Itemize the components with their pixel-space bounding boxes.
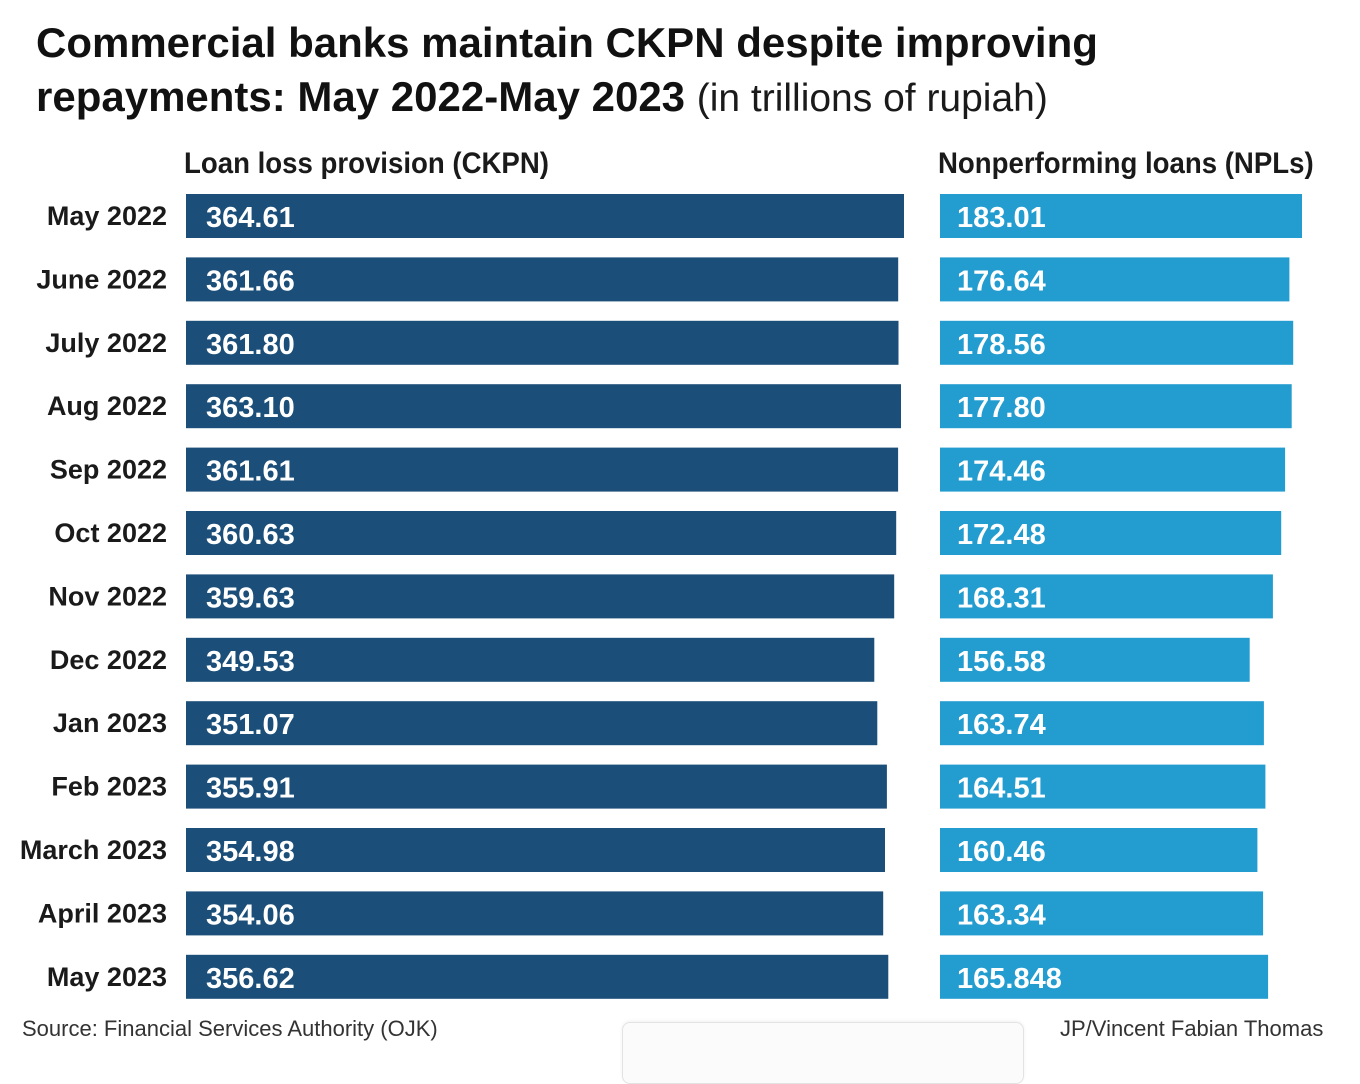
row-label: May 2023 <box>47 962 167 992</box>
chart-title-unit: (in trillions of rupiah) <box>696 77 1048 120</box>
ckpn-value-label: 361.80 <box>206 329 295 361</box>
ckpn-bar <box>186 764 887 809</box>
ckpn-bar <box>186 701 878 746</box>
overlay-panel <box>622 1022 1024 1084</box>
npl-bar <box>940 574 1273 619</box>
ckpn-value-label: 354.98 <box>206 836 295 868</box>
chart-title: Commercial banks maintain CKPN despite i… <box>36 16 1336 126</box>
ckpn-bar <box>186 574 895 619</box>
row-label: March 2023 <box>20 835 167 865</box>
row-label: Nov 2022 <box>48 581 167 611</box>
ckpn-value-label: 361.66 <box>206 265 295 297</box>
ckpn-bar <box>186 954 889 999</box>
npl-value-label: 160.46 <box>957 836 1046 868</box>
credit-note: JP/Vincent Fabian Thomas <box>1060 1016 1324 1041</box>
npl-bar <box>940 764 1266 809</box>
ckpn-value-label: 354.06 <box>206 899 295 931</box>
ckpn-bar <box>186 828 885 872</box>
source-note: Source: Financial Services Authority (OJ… <box>22 1016 438 1041</box>
npl-bar <box>940 828 1258 872</box>
npl-value-label: 163.74 <box>957 709 1046 741</box>
ckpn-value-label: 351.07 <box>206 709 295 741</box>
npl-value-label: 177.80 <box>957 392 1046 424</box>
ckpn-bar <box>186 384 901 429</box>
ckpn-value-label: 356.62 <box>206 963 295 995</box>
row-label: Sep 2022 <box>50 455 167 485</box>
npl-value-label: 178.56 <box>957 329 1046 361</box>
npl-column-header: Nonperforming loans (NPLs) <box>938 147 1314 180</box>
npl-bar <box>940 384 1292 429</box>
npl-bar <box>940 637 1250 682</box>
chart-title-main: Commercial banks maintain CKPN despite i… <box>36 19 1098 120</box>
npl-value-label: 176.64 <box>957 265 1046 297</box>
npl-bar <box>940 891 1264 936</box>
row-label: Oct 2022 <box>54 518 167 548</box>
npl-bar <box>940 257 1290 302</box>
ckpn-bar <box>186 194 904 238</box>
ckpn-value-label: 361.61 <box>206 456 295 488</box>
ckpn-bar <box>186 320 899 365</box>
npl-value-label: 168.31 <box>957 582 1046 614</box>
row-label: June 2022 <box>36 264 167 294</box>
ckpn-value-label: 359.63 <box>206 582 295 614</box>
ckpn-value-label: 355.91 <box>206 773 295 805</box>
ckpn-value-label: 364.61 <box>206 202 295 234</box>
row-label: April 2023 <box>38 898 167 928</box>
npl-value-label: 156.58 <box>957 646 1046 678</box>
npl-value-label: 164.51 <box>957 773 1046 805</box>
row-label: Feb 2023 <box>51 772 167 802</box>
npl-value-label: 172.48 <box>957 519 1046 551</box>
ckpn-value-label: 363.10 <box>206 392 295 424</box>
npl-bar <box>940 511 1282 555</box>
npl-bar <box>940 447 1286 492</box>
row-label: July 2022 <box>45 328 167 358</box>
npl-value-label: 183.01 <box>957 202 1046 234</box>
ckpn-bar <box>186 447 899 492</box>
ckpn-bar <box>186 891 884 936</box>
ckpn-bar <box>186 257 899 302</box>
row-label: Dec 2022 <box>50 645 167 675</box>
ckpn-value-label: 360.63 <box>206 519 295 551</box>
npl-bar <box>940 194 1302 238</box>
ckpn-bar <box>186 637 875 682</box>
row-label: May 2022 <box>47 201 167 231</box>
npl-value-label: 165.848 <box>957 963 1062 995</box>
npl-bar <box>940 320 1294 365</box>
npl-bar <box>940 701 1264 746</box>
ckpn-bar <box>186 511 897 555</box>
npl-bar <box>940 954 1269 999</box>
row-label: Aug 2022 <box>47 391 167 421</box>
row-label: Jan 2023 <box>53 708 167 738</box>
npl-value-label: 174.46 <box>957 456 1046 488</box>
ckpn-value-label: 349.53 <box>206 646 295 678</box>
npl-value-label: 163.34 <box>957 899 1046 931</box>
ckpn-column-header: Loan loss provision (CKPN) <box>184 147 549 180</box>
